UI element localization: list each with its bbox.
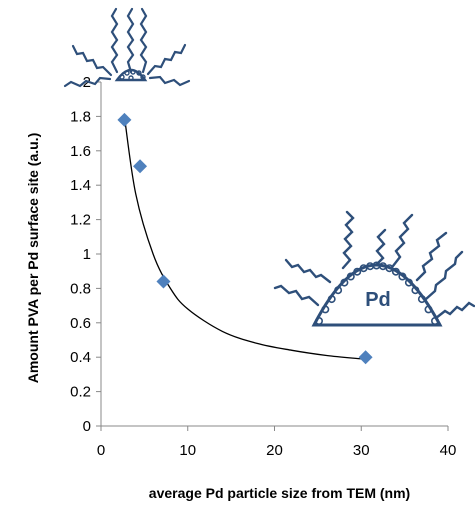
surface-site (346, 272, 355, 281)
surface-site (136, 70, 142, 76)
surface-site (334, 286, 343, 295)
data-point (133, 159, 148, 174)
surface-site (119, 74, 125, 80)
y-tick-label: 0.4 (70, 349, 91, 366)
pva-chain (63, 76, 112, 88)
pva-chain (374, 228, 387, 267)
y-tick-label: 0.8 (70, 280, 91, 297)
y-axis-title: Amount PVA per Pd surface site (a.u.) (25, 133, 41, 384)
tick-marks (96, 81, 449, 431)
surface-site (353, 267, 362, 276)
y-axis: 0 0.2 0.4 0.6 0.8 1 1.2 1.4 1.6 1.8 2 (70, 74, 102, 435)
y-tick-label: 0.6 (70, 315, 91, 332)
surface-site (124, 70, 130, 76)
small-particle-illustration (63, 7, 191, 88)
pva-chain (341, 210, 355, 270)
data-point (156, 274, 171, 289)
data-point (117, 112, 132, 127)
pva-chain (126, 7, 135, 74)
surface-site (404, 278, 413, 287)
surface-site (340, 278, 349, 287)
pva-chain (284, 258, 332, 284)
x-tick-label: 0 (97, 442, 105, 459)
surface-sites (314, 261, 439, 325)
x-tick-label: 40 (440, 442, 457, 459)
data-points (117, 112, 373, 365)
x-tick-label: 10 (179, 442, 196, 459)
large-particle-illustration: Pd (273, 210, 475, 327)
surface-site (327, 295, 336, 304)
trendline (123, 116, 362, 360)
x-tick-label: 20 (266, 442, 283, 459)
pva-chain (273, 284, 320, 307)
pva-chain (434, 301, 475, 320)
pd-label: Pd (365, 289, 391, 311)
pva-chain (415, 231, 448, 282)
y-tick-label: 0.2 (70, 384, 91, 401)
y-tick-label: 0 (83, 418, 91, 435)
trendline-group (123, 116, 362, 360)
surface-site (411, 286, 420, 295)
x-axis: 0 10 20 30 40 (97, 425, 457, 459)
pva-chain (148, 75, 191, 87)
pva-chain (391, 213, 414, 268)
x-axis-title: average Pd particle size from TEM (nm) (149, 485, 410, 501)
surface-site (398, 272, 407, 281)
pva-chain (110, 7, 119, 74)
pva-chain (146, 43, 187, 76)
data-point (358, 350, 373, 365)
y-tick-label: 1.8 (70, 108, 91, 125)
surface-site (140, 74, 146, 80)
y-tick-label: 1.6 (70, 143, 91, 160)
pva-chain (139, 7, 148, 74)
surface-site (391, 267, 400, 276)
surface-site (321, 305, 330, 314)
y-tick-label: 1 (83, 246, 91, 263)
x-tick-label: 30 (353, 442, 370, 459)
surface-site (424, 305, 433, 314)
y-tick-label: 1.4 (70, 177, 91, 194)
pva-chain (71, 44, 113, 77)
surface-site (130, 69, 136, 75)
y-tick-label: 2 (83, 74, 91, 91)
surface-site (128, 75, 134, 81)
y-tick-label: 1.2 (70, 212, 91, 229)
pva-chain (424, 250, 464, 301)
surface-site (385, 264, 394, 273)
surface-site (314, 316, 323, 325)
